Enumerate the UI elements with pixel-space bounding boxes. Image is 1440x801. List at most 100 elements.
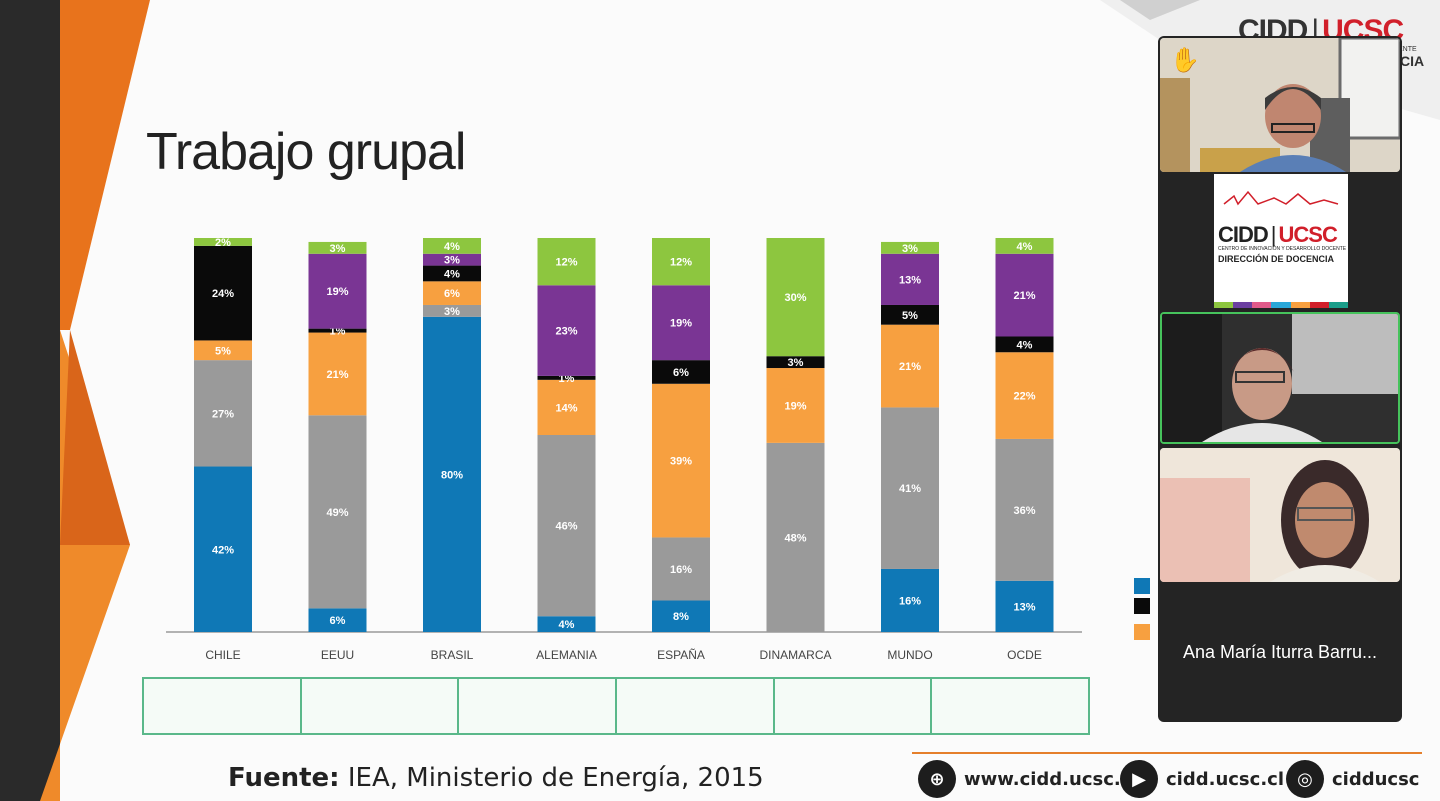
- bar-data-label: 4%: [1017, 241, 1033, 253]
- bar-data-label: 41%: [899, 483, 921, 495]
- bar-data-label: 49%: [326, 507, 348, 519]
- source-label: Fuente:: [228, 763, 340, 793]
- bar-segment: [881, 241, 939, 254]
- bar-data-label: 16%: [670, 564, 692, 576]
- empty-answer-table: [142, 677, 1090, 735]
- bar-segment: [995, 352, 1054, 439]
- bar-data-label: 21%: [1013, 290, 1035, 302]
- instagram-text: cidducsc: [1332, 768, 1420, 790]
- stacked-bar-chart: 42%27%5%24%2%CHILE6%49%21%1%19%3%EEUU80%…: [166, 237, 1082, 662]
- bar-data-label: 36%: [1013, 505, 1035, 517]
- bar-segment: [194, 245, 252, 341]
- bar-segment: [881, 304, 939, 325]
- raised-hand-icon: ✋: [1170, 47, 1200, 74]
- participant-tile-2[interactable]: CIDD | UCSC CENTRO DE INNOVACIÓN Y DESARRO…: [1160, 174, 1400, 308]
- bar-segment: [194, 360, 252, 467]
- brand-subtitle: CIA: [1400, 53, 1425, 69]
- bar-segment: [652, 360, 710, 384]
- bar-segment: [881, 324, 939, 408]
- bar-data-label: 30%: [784, 292, 806, 304]
- legend-swatch-black: [1134, 598, 1150, 614]
- bar-data-label: 4%: [1017, 339, 1033, 351]
- bar-data-label: 4%: [559, 619, 575, 631]
- bar-segment: [537, 375, 596, 380]
- bar-segment: [881, 253, 939, 305]
- bar-data-label: 5%: [215, 345, 231, 357]
- bar-data-label: 2%: [215, 237, 231, 249]
- bar-data-label: 5%: [902, 310, 918, 322]
- bar-segment: [881, 568, 939, 632]
- bar-data-label: 22%: [1013, 391, 1035, 403]
- participant-video-4: [1160, 448, 1400, 582]
- footer-divider: [912, 752, 1422, 754]
- bar-segment: [995, 580, 1054, 632]
- bar-data-label: 19%: [326, 286, 348, 298]
- table-cell: [932, 679, 1088, 733]
- bar-data-label: 3%: [902, 243, 918, 255]
- x-tick-label: OCDE: [1007, 648, 1042, 662]
- logo-color-bar: [1214, 302, 1348, 308]
- participant-tile-4[interactable]: [1160, 448, 1400, 582]
- bar-data-label: 3%: [788, 357, 804, 369]
- bar-data-label: 21%: [326, 369, 348, 381]
- bar-segment: [766, 238, 825, 357]
- bar-segment: [766, 368, 825, 443]
- bar-segment: [537, 616, 596, 632]
- city-skyline-icon: [1223, 190, 1339, 206]
- bar-segment: [995, 253, 1054, 337]
- bar-data-label: 6%: [673, 367, 689, 379]
- bar-data-label: 4%: [444, 241, 460, 253]
- bar-segment: [766, 356, 825, 369]
- bar-segment: [423, 265, 481, 282]
- youtube-link[interactable]: ▶ cidd.ucsc.cl: [1120, 760, 1284, 798]
- bar-segment: [423, 238, 481, 254]
- bar-data-label: 48%: [784, 532, 806, 544]
- bar-segment: [537, 238, 596, 286]
- legend-swatch-orange: [1134, 624, 1150, 640]
- participant-tile-1[interactable]: ✋: [1160, 38, 1400, 172]
- bar-data-label: 6%: [330, 615, 346, 627]
- bar-data-label: 14%: [555, 402, 577, 414]
- bar-segment: [652, 537, 710, 601]
- bar-data-label: 13%: [899, 274, 921, 286]
- source-text: IEA, Ministerio de Energía, 2015: [339, 763, 764, 793]
- instagram-icon: ◎: [1286, 760, 1324, 798]
- bar-data-label: 46%: [555, 521, 577, 533]
- bar-data-label: 3%: [444, 306, 460, 318]
- source-citation: Fuente: IEA, Ministerio de Energía, 2015: [228, 763, 764, 793]
- bar-data-label: 8%: [673, 611, 689, 623]
- bar-segment: [308, 241, 367, 254]
- bar-segment: [308, 608, 367, 632]
- bar-segment: [423, 316, 481, 632]
- x-tick-label: ALEMANIA: [536, 648, 597, 662]
- bar-segment: [537, 379, 596, 435]
- bar-data-label: 19%: [784, 400, 806, 412]
- x-tick-label: EEUU: [321, 648, 354, 662]
- bar-segment: [194, 238, 252, 246]
- instagram-link[interactable]: ◎ cidducsc: [1286, 760, 1419, 798]
- website-link[interactable]: ⊕ www.cidd.ucsc.cl: [918, 760, 1138, 798]
- bar-segment: [995, 336, 1054, 353]
- table-cell: [302, 679, 460, 733]
- bar-segment: [423, 253, 481, 266]
- bar-data-label: 80%: [441, 469, 463, 481]
- globe-icon: ⊕: [918, 760, 956, 798]
- x-tick-label: CHILE: [205, 648, 240, 662]
- participant-video-3: [1162, 314, 1398, 442]
- participant-video-1: [1160, 38, 1400, 172]
- bar-data-label: 12%: [555, 257, 577, 269]
- logo-direction: DIRECCIÓN DE DOCENCIA: [1218, 254, 1335, 264]
- bar-segment: [652, 600, 710, 632]
- x-tick-label: ESPAÑA: [657, 648, 705, 662]
- bar-segment: [194, 466, 252, 632]
- bar-segment: [194, 340, 252, 361]
- bar-segment: [766, 442, 825, 632]
- bar-data-label: 12%: [670, 257, 692, 269]
- bar-segment: [308, 415, 367, 609]
- table-cell: [617, 679, 775, 733]
- bar-data-label: 16%: [899, 595, 921, 607]
- bar-segment: [423, 281, 481, 305]
- participant-tile-3-active-speaker[interactable]: [1160, 312, 1400, 444]
- x-tick-label: MUNDO: [887, 648, 932, 662]
- bar-data-label: 3%: [444, 255, 460, 267]
